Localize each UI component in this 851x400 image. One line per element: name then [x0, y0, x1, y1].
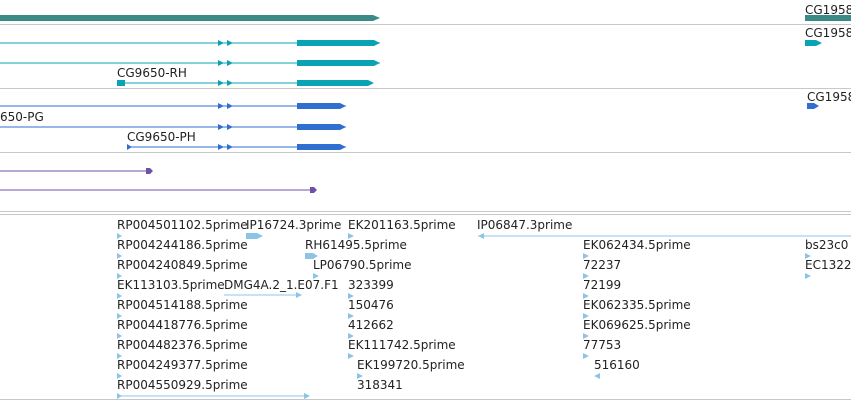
transcript-blue-1[interactable] [0, 103, 346, 109]
est-label[interactable]: EK111742.5prime [348, 338, 456, 352]
gene-label-cg1958[interactable]: CG1958 [805, 26, 851, 40]
feature-purple-1[interactable] [0, 168, 153, 174]
est-label[interactable]: RP004550929.5prime [117, 378, 248, 392]
est-label[interactable]: 150476 [348, 298, 394, 312]
gene-cg1958-span[interactable] [805, 15, 851, 21]
transcript-cg1958-teal[interactable] [805, 40, 822, 46]
est-label[interactable]: 412662 [348, 318, 394, 332]
gene-label-cg1958[interactable]: CG1958 [807, 90, 851, 104]
transcript-teal-2[interactable] [0, 60, 380, 66]
est-label[interactable]: RP004240849.5prime [117, 258, 248, 272]
est-label[interactable]: EK201163.5prime [348, 218, 456, 232]
est-label[interactable]: DMG4A.2_1.E07.F1 [224, 278, 339, 292]
est-label[interactable]: EK199720.5prime [357, 358, 465, 372]
est-label[interactable]: 72199 [583, 278, 622, 292]
transcript-cg9650-pg[interactable] [0, 124, 346, 130]
est-label[interactable]: RP004514188.5prime [117, 298, 248, 312]
est-label[interactable]: EK062434.5prime [583, 238, 691, 252]
track-separator [0, 24, 851, 25]
est-label[interactable]: RP004249377.5prime [117, 358, 248, 372]
est-label[interactable]: bs23c0 [805, 238, 849, 252]
gene-label-cg9650-ph[interactable]: CG9650-PH [127, 130, 196, 144]
est-label[interactable]: EK069625.5prime [583, 318, 691, 332]
gene-cg9650-span[interactable] [0, 15, 380, 21]
est-label[interactable]: IP06847.3prime [477, 218, 573, 232]
transcript-cg9650-rh[interactable] [117, 80, 374, 86]
est-label[interactable]: 77753 [583, 338, 622, 352]
est-label[interactable]: RH61495.5prime [305, 238, 407, 252]
transcript-cg9650-ph[interactable] [127, 144, 346, 150]
gene-label-cg9650-pg[interactable]: 650-PG [0, 110, 44, 124]
track-separator [0, 214, 851, 215]
est-label[interactable]: RP004482376.5prime [117, 338, 248, 352]
est-label[interactable]: EK062335.5prime [583, 298, 691, 312]
gene-label-cg1958[interactable]: CG1958 [805, 3, 851, 17]
est-label[interactable]: LP06790.5prime [313, 258, 412, 272]
est-label[interactable]: RP004418776.5prime [117, 318, 248, 332]
track-separator [0, 152, 851, 153]
est-label[interactable]: IP16724.3prime [246, 218, 342, 232]
track-separator [0, 88, 851, 89]
transcript-cg1958-blue[interactable] [807, 103, 819, 109]
est-label[interactable]: 72237 [583, 258, 622, 272]
est-label[interactable]: 323399 [348, 278, 394, 292]
est-label[interactable]: 516160 [594, 358, 640, 372]
est-label[interactable]: RP004501102.5prime [117, 218, 248, 232]
transcript-teal-1[interactable] [0, 40, 380, 46]
est-label[interactable]: 318341 [357, 378, 403, 392]
est-glyphs[interactable] [117, 233, 851, 399]
track-separator [0, 211, 851, 212]
est-label[interactable]: EC1322 [805, 258, 851, 272]
est-label[interactable]: EK113103.5prime [117, 278, 225, 292]
est-label[interactable]: RP004244186.5prime [117, 238, 248, 252]
feature-purple-2[interactable] [0, 187, 317, 193]
gene-label-cg9650-rh[interactable]: CG9650-RH [117, 66, 187, 80]
